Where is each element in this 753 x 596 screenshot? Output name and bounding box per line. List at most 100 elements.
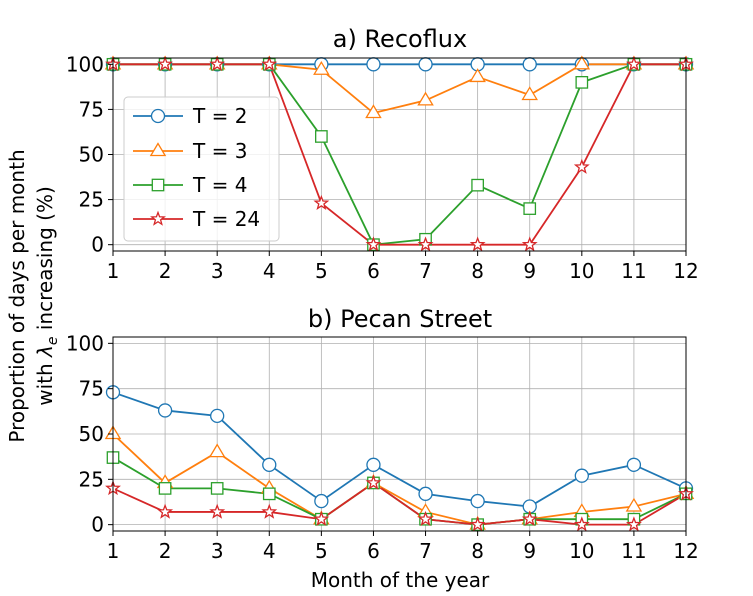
data-point-t3 bbox=[208, 443, 226, 458]
data-point-t24 bbox=[365, 474, 382, 490]
data-point-t3 bbox=[625, 497, 643, 512]
data-point-t24 bbox=[417, 236, 434, 252]
series-line-t3 bbox=[112, 433, 687, 526]
data-point-t3 bbox=[365, 104, 382, 119]
x-tick-label: 3 bbox=[211, 259, 224, 283]
y-tick-label: 100 bbox=[66, 331, 104, 355]
x-tick-label: 1 bbox=[107, 539, 120, 563]
data-point-t4 bbox=[523, 202, 537, 215]
legend-label: T = 3 bbox=[192, 139, 247, 163]
x-tick-label: 6 bbox=[367, 259, 380, 283]
data-point-t24 bbox=[157, 55, 174, 72]
series-line-t24 bbox=[112, 481, 687, 526]
data-point-t2 bbox=[366, 457, 381, 472]
data-point-t2 bbox=[262, 457, 277, 472]
legend-marker-circle bbox=[150, 108, 166, 124]
data-point-t4 bbox=[210, 482, 224, 495]
x-tick-label: 3 bbox=[211, 539, 224, 563]
data-point-t24 bbox=[365, 236, 382, 252]
y-tick-label: 50 bbox=[79, 143, 104, 167]
legend-marker-triangle bbox=[149, 142, 167, 157]
x-tick-label: 10 bbox=[569, 259, 594, 283]
data-point-t24 bbox=[313, 510, 330, 526]
series-line-t4 bbox=[112, 456, 687, 526]
y-tick-label: 100 bbox=[66, 52, 104, 76]
y-tick-label: 25 bbox=[79, 467, 104, 491]
data-point-t2 bbox=[626, 457, 642, 472]
data-point-t3 bbox=[417, 91, 434, 106]
data-point-t24 bbox=[573, 516, 590, 532]
data-point-t2 bbox=[157, 403, 173, 418]
data-point-t3 bbox=[573, 55, 591, 70]
series-line-t2 bbox=[112, 391, 687, 508]
x-axis-label: Month of the year bbox=[311, 568, 490, 592]
data-point-t4 bbox=[471, 178, 484, 192]
panel-a-title: a) Recoflux bbox=[333, 25, 467, 53]
data-point-t4 bbox=[262, 487, 276, 501]
y-tick-label: 75 bbox=[79, 377, 104, 401]
legend-label: T = 2 bbox=[192, 104, 247, 128]
data-point-t24 bbox=[261, 55, 278, 72]
data-point-t3 bbox=[521, 86, 538, 101]
x-tick-label: 11 bbox=[621, 259, 646, 283]
data-point-t3 bbox=[313, 60, 330, 75]
y-tick-label: 25 bbox=[79, 188, 104, 212]
x-tick-label: 2 bbox=[159, 539, 172, 563]
x-tick-label: 10 bbox=[569, 539, 594, 563]
data-point-t24 bbox=[209, 503, 226, 519]
x-tick-label: 5 bbox=[315, 539, 328, 563]
x-tick-label: 11 bbox=[621, 539, 646, 563]
data-point-t2 bbox=[470, 493, 485, 509]
y-tick-label: 0 bbox=[91, 233, 104, 257]
data-point-t24 bbox=[313, 194, 330, 210]
x-tick-label: 4 bbox=[263, 259, 276, 283]
data-point-t24 bbox=[261, 503, 278, 519]
data-point-t4 bbox=[158, 482, 172, 495]
x-tick-label: 7 bbox=[419, 259, 432, 283]
x-tick-label: 9 bbox=[523, 259, 536, 283]
series-line-t24 bbox=[113, 63, 686, 246]
data-point-t24 bbox=[469, 236, 486, 252]
data-point-t24 bbox=[521, 510, 538, 526]
data-point-t4 bbox=[575, 76, 589, 89]
x-tick-label: 1 bbox=[107, 259, 120, 283]
x-tick-label: 8 bbox=[471, 539, 484, 563]
data-point-t24 bbox=[157, 503, 174, 519]
y-tick-label: 0 bbox=[91, 513, 104, 537]
y-tick-label: 75 bbox=[79, 97, 104, 121]
data-point-t2 bbox=[366, 57, 381, 72]
legend-label: T = 4 bbox=[192, 173, 247, 197]
x-tick-label: 5 bbox=[315, 259, 328, 283]
data-point-t24 bbox=[625, 55, 642, 72]
data-point-t24 bbox=[573, 158, 590, 174]
panel-pecan-street: b) Pecan Street 1 2 3 4 5 6 7 8 9 10 11 12025507510… bbox=[66, 305, 699, 563]
x-tick-label: 6 bbox=[367, 539, 380, 563]
data-point-t24 bbox=[417, 510, 434, 526]
data-point-t24 bbox=[521, 236, 538, 252]
legend-box bbox=[123, 96, 280, 242]
x-tick-label: 7 bbox=[419, 539, 432, 563]
legend-marker-star bbox=[150, 210, 166, 226]
legend-label: T = 24 bbox=[192, 207, 260, 231]
data-point-t24 bbox=[469, 516, 486, 532]
data-point-t24 bbox=[625, 516, 642, 532]
x-tick-label: 4 bbox=[263, 539, 276, 563]
data-point-t4 bbox=[315, 130, 328, 143]
data-point-t2 bbox=[522, 57, 537, 72]
data-point-t3 bbox=[469, 68, 486, 83]
legend-marker-square bbox=[151, 178, 165, 192]
data-point-t2 bbox=[418, 486, 433, 501]
data-point-t2 bbox=[418, 57, 433, 72]
x-tick-label: 12 bbox=[673, 539, 698, 563]
x-tick-label: 9 bbox=[523, 539, 536, 563]
data-point-t24 bbox=[209, 55, 226, 72]
legend: T = 2 T = 3 T = 4 T = 24 bbox=[123, 96, 280, 242]
x-tick-label: 12 bbox=[673, 259, 698, 283]
data-point-t2 bbox=[574, 468, 589, 483]
data-point-t2 bbox=[314, 493, 329, 509]
x-tick-label: 8 bbox=[471, 259, 484, 283]
panel-b-title: b) Pecan Street bbox=[308, 305, 492, 333]
y-axis-label: Proportion of days per month bbox=[5, 149, 29, 442]
data-point-t2 bbox=[210, 408, 225, 424]
